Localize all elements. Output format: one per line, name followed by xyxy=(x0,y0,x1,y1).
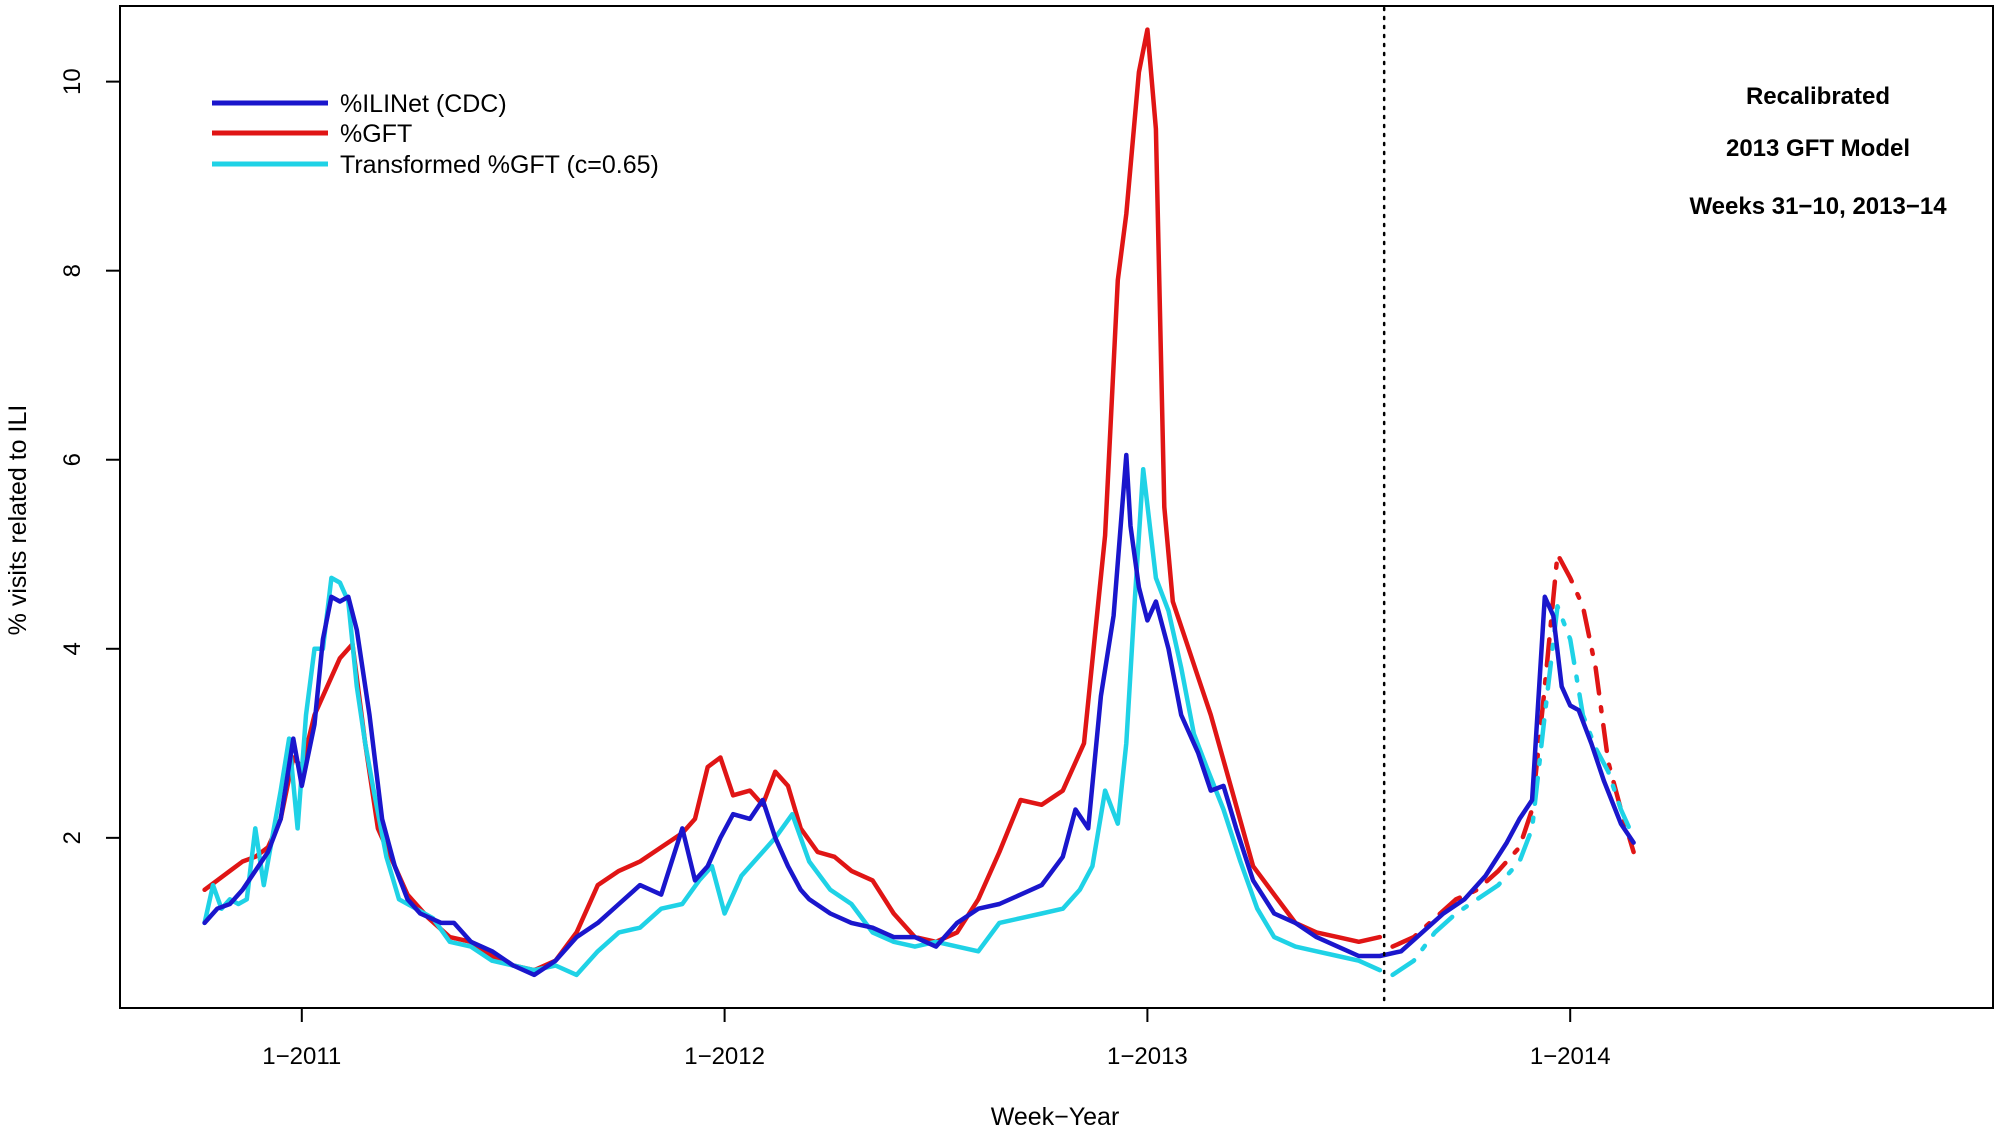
x-tick-label: 1−2013 xyxy=(1107,1043,1188,1070)
x-tick-label: 1−2012 xyxy=(684,1043,765,1070)
x-axis-title: Week−Year xyxy=(991,1103,1120,1131)
y-tick-label: 10 xyxy=(59,68,86,95)
y-tick-label: 2 xyxy=(59,831,86,844)
x-tick-label: 1−2011 xyxy=(262,1043,341,1070)
data-layer xyxy=(202,27,1636,978)
legend: %ILINet (CDC) %GFT Transformed %GFT (c=0… xyxy=(212,90,659,179)
series-line-gft xyxy=(202,27,1383,973)
legend-label-transformed-gft: Transformed %GFT (c=0.65) xyxy=(340,151,659,179)
y-axis-title: % visits related to ILI xyxy=(4,405,32,636)
annotation-line-1: Recalibrated xyxy=(1746,83,1890,110)
axes-layer: 2 4 6 8 10 1−2011 1−2012 1−2013 1−2014 xyxy=(59,6,1611,1070)
legend-label-gft: %GFT xyxy=(340,120,412,148)
annotation-line-2: 2013 GFT Model xyxy=(1726,135,1910,162)
y-tick-label: 8 xyxy=(59,264,86,277)
annotation: Recalibrated 2013 GFT Model Weeks 31−10,… xyxy=(1689,83,1947,220)
y-tick-label: 4 xyxy=(59,642,86,655)
series-line-transformed-gft-recalibrated-2013-model xyxy=(1390,604,1636,978)
annotation-line-3: Weeks 31−10, 2013−14 xyxy=(1689,193,1947,220)
series-line-transformed-gft-c-0-65 xyxy=(202,466,1383,978)
legend-label-ilinet: %ILINet (CDC) xyxy=(340,90,507,118)
series-line-gft-recalibrated-2013-model xyxy=(1390,552,1636,949)
series-line-ilinet-cdc xyxy=(202,452,1636,978)
plot-frame xyxy=(119,5,1994,1009)
y-tick-label: 6 xyxy=(59,453,86,466)
x-tick-label: 1−2014 xyxy=(1530,1043,1611,1070)
